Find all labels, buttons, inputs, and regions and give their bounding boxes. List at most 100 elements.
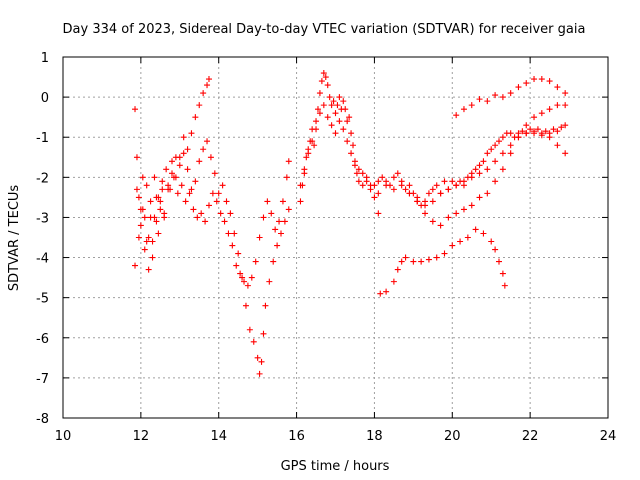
data-point-arc-d xyxy=(375,190,382,197)
data-point-arc-c xyxy=(165,186,172,193)
data-point-arc-a xyxy=(157,206,164,213)
x-tick-label: 18 xyxy=(366,429,383,444)
data-point-arc-c xyxy=(231,230,238,237)
data-point-arc-h xyxy=(476,96,483,103)
data-point-arc-c xyxy=(137,206,144,213)
data-point-arc-d xyxy=(390,174,397,181)
y-axis-label: SDTVAR / TECUs xyxy=(7,185,22,292)
data-point-arc-b xyxy=(202,218,209,225)
data-point-arc-c xyxy=(274,242,281,249)
data-point-arc-e xyxy=(332,130,339,137)
data-point-arc-b xyxy=(217,210,224,217)
data-point-arc-b xyxy=(225,230,232,237)
data-point-arc-d xyxy=(320,70,327,77)
data-point-arc-d xyxy=(492,142,499,149)
data-point-arc-d xyxy=(330,98,337,105)
data-point-arc-d xyxy=(406,182,413,189)
data-point-arc-b xyxy=(256,234,263,241)
data-point-arc-a xyxy=(159,186,166,193)
x-axis-label: GPS time / hours xyxy=(281,459,390,474)
data-point-arc-c xyxy=(141,246,148,253)
data-point-arc-h xyxy=(484,98,491,105)
data-point-arc-a xyxy=(180,134,187,141)
data-point-arc-d xyxy=(488,146,495,153)
data-point-arc-h xyxy=(492,92,499,99)
data-point-arc-e xyxy=(313,126,320,133)
data-point-arc-a xyxy=(196,102,203,109)
data-point-arc-a xyxy=(145,234,152,241)
data-point-arc-d xyxy=(507,130,514,137)
data-point-arc-e xyxy=(316,110,323,117)
data-point-arc-g xyxy=(406,190,413,197)
data-point-arc-g xyxy=(554,102,561,109)
data-point-arc-c xyxy=(285,206,292,213)
data-point-arc-f xyxy=(523,130,530,137)
data-point-arc-i xyxy=(441,250,448,257)
data-point-arc-d xyxy=(429,186,436,193)
data-point-arc-d xyxy=(353,170,360,177)
data-point-arc-i xyxy=(410,258,417,265)
data-point-arc-c xyxy=(281,218,288,225)
data-point-arc-c xyxy=(192,178,199,185)
data-point-arc-f xyxy=(546,134,553,141)
data-point-arc-b xyxy=(221,218,228,225)
data-point-arc-b xyxy=(285,158,292,165)
data-point-arc-g xyxy=(499,166,506,173)
data-point-arc-c xyxy=(149,238,156,245)
data-point-arc-b xyxy=(279,198,286,205)
data-point-arc-b xyxy=(241,278,248,285)
data-point-arc-e xyxy=(340,126,347,133)
data-point-arc-g xyxy=(460,206,467,213)
data-point-arc-c xyxy=(188,186,195,193)
data-point-arc-h xyxy=(531,76,538,83)
x-tick-label: 12 xyxy=(133,429,150,444)
data-point-arc-d xyxy=(332,110,339,117)
data-point-arc-d xyxy=(379,174,386,181)
data-point-arc-b xyxy=(237,270,244,277)
data-point-arc-d xyxy=(328,102,335,109)
data-point-arc-c xyxy=(270,258,277,265)
data-point-arc-c xyxy=(180,150,187,157)
y-tick-label: -5 xyxy=(36,292,49,307)
data-point-arc-e xyxy=(320,102,327,109)
data-point-arc-a xyxy=(141,214,148,221)
data-point-arc-d xyxy=(348,130,355,137)
data-point-arc-a xyxy=(204,82,211,89)
data-point-arc-d xyxy=(322,74,329,81)
data-point-arc-c xyxy=(204,138,211,145)
data-point-arc-d xyxy=(324,82,331,89)
data-point-arc-b xyxy=(155,194,162,201)
data-point-arc-a xyxy=(200,90,207,97)
data-point-arc-i xyxy=(488,238,495,245)
data-point-arc-f xyxy=(390,186,397,193)
data-point-arc-c xyxy=(223,198,230,205)
data-point-arc-f xyxy=(383,182,390,189)
data-point-arc-b xyxy=(182,198,189,205)
data-point-arc-d xyxy=(476,162,483,169)
data-point-arc-i xyxy=(377,290,384,297)
data-point-arc-g xyxy=(422,210,429,217)
data-point-arc-d xyxy=(340,98,347,105)
data-point-arc-c xyxy=(184,166,191,173)
data-point-arc-d xyxy=(402,186,409,193)
data-point-arc-f xyxy=(476,170,483,177)
y-tick-label: 0 xyxy=(41,91,49,106)
data-point-arc-h xyxy=(507,90,514,97)
data-point-arc-g xyxy=(453,210,460,217)
data-point-arc-h xyxy=(546,78,553,85)
data-point-arc-d xyxy=(554,128,561,135)
data-point-arc-g xyxy=(515,134,522,141)
data-point-arc-d xyxy=(558,124,565,131)
data-point-arc-a xyxy=(169,158,175,165)
data-point-arc-c xyxy=(211,170,218,177)
data-point-arc-d xyxy=(542,128,549,135)
data-point-arc-c xyxy=(256,370,263,377)
data-point-arc-i xyxy=(433,254,440,261)
data-point-arc-f xyxy=(484,166,491,173)
y-tick-label: -2 xyxy=(36,171,49,186)
data-point-arc-c xyxy=(200,146,207,153)
data-point-arc-i xyxy=(457,238,464,245)
data-point-arc-d xyxy=(336,94,343,101)
data-point-arc-c xyxy=(258,358,265,365)
